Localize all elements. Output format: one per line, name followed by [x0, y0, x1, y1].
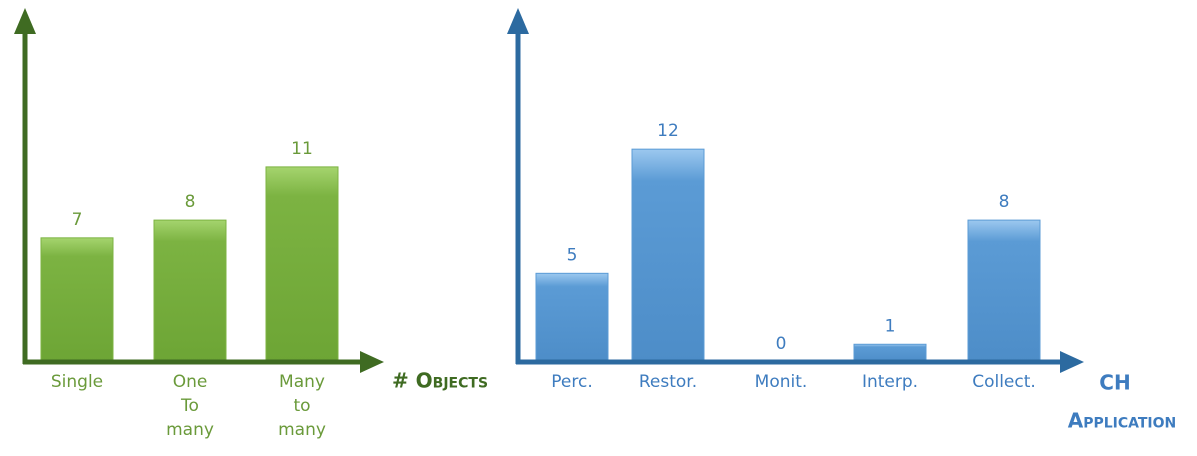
- x-axis-label: Application: [1068, 409, 1177, 433]
- bar: [153, 219, 227, 363]
- bar: [853, 343, 927, 363]
- bar: [535, 272, 609, 363]
- bar: [265, 166, 339, 363]
- x-tick-label: Single: [51, 372, 103, 392]
- x-tick-label: One: [173, 372, 208, 392]
- x-tick-label: To: [180, 396, 199, 416]
- x-tick-label: Monit.: [755, 372, 808, 392]
- x-tick-label: many: [166, 420, 214, 440]
- value-label: 1: [885, 316, 896, 336]
- x-tick-label: Perc.: [551, 372, 592, 392]
- y-axis-arrow: [14, 8, 36, 34]
- x-tick-label: Restor.: [639, 372, 697, 392]
- value-label: 0: [776, 334, 787, 354]
- x-tick-label: Collect.: [972, 372, 1036, 392]
- x-tick-label: many: [278, 420, 326, 440]
- value-label: 12: [657, 121, 679, 141]
- x-axis-label: # Objects: [392, 369, 488, 393]
- value-label: 8: [185, 192, 196, 212]
- bar: [40, 237, 114, 363]
- x-axis-label: CH: [1099, 371, 1130, 395]
- value-label: 11: [291, 139, 313, 159]
- bar: [631, 148, 705, 363]
- value-label: 7: [72, 210, 83, 230]
- x-axis-arrow: [360, 351, 384, 373]
- value-label: 8: [999, 192, 1010, 212]
- x-tick-label: Interp.: [862, 372, 918, 392]
- x-tick-label: to: [293, 396, 310, 416]
- y-axis-arrow: [507, 8, 529, 34]
- x-tick-label: Many: [279, 372, 325, 392]
- x-axis-arrow: [1060, 351, 1084, 373]
- value-label: 5: [567, 245, 578, 265]
- bar: [967, 219, 1041, 363]
